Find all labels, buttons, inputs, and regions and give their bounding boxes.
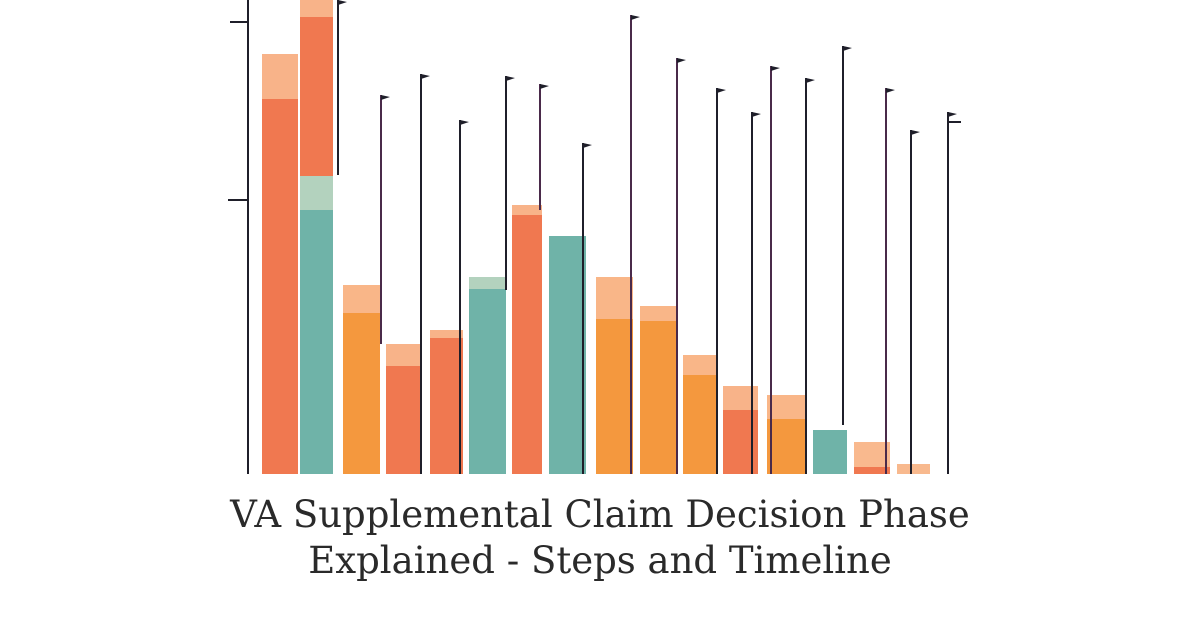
bar — [262, 54, 298, 474]
bar-cap — [300, 0, 333, 17]
bar — [469, 277, 506, 474]
bar-cap — [300, 176, 333, 210]
bar — [300, 176, 333, 474]
stem-flag — [752, 112, 761, 117]
bar — [430, 330, 463, 474]
stem-flag — [460, 120, 469, 125]
bar-cap — [386, 344, 422, 366]
bar — [813, 430, 847, 474]
headline-line-2: Explained - Steps and Timeline — [308, 539, 892, 582]
bar — [512, 205, 542, 474]
stem-flag — [583, 143, 592, 148]
bar-cap — [262, 54, 298, 99]
stem-flag — [381, 95, 390, 100]
bar-cap — [640, 306, 676, 321]
bar-lower — [343, 365, 380, 474]
stem-flag — [911, 130, 920, 135]
stem-flag — [717, 88, 726, 93]
headline-line-1: VA Supplemental Claim Decision Phase — [230, 493, 970, 536]
article-headline: VA Supplemental Claim Decision Phase Exp… — [0, 492, 1200, 584]
bar-cap — [596, 277, 633, 319]
bar-cap — [469, 277, 506, 289]
stem-flag — [843, 46, 852, 51]
stem-flag — [506, 76, 515, 81]
stem-flag — [421, 74, 430, 79]
stem-flag — [631, 15, 640, 20]
bar-cap — [767, 395, 806, 419]
bar — [640, 306, 676, 474]
bar-cap — [343, 285, 380, 313]
bar — [300, 0, 333, 176]
bar-cap — [430, 330, 463, 338]
bar-cap — [854, 442, 890, 468]
stem-flag — [677, 58, 686, 63]
decorative-bar-chart-illustration — [228, 0, 961, 474]
bar — [549, 236, 586, 474]
bar — [897, 464, 930, 474]
stem-flag — [771, 66, 780, 71]
bar-cap — [683, 355, 717, 375]
stem-flag — [948, 112, 957, 117]
stem-flag — [886, 88, 895, 93]
bar-cap — [512, 205, 542, 215]
bar-base-strip — [854, 467, 890, 474]
stem-flag — [540, 84, 549, 89]
stem-flag — [806, 78, 815, 83]
stem-flag — [338, 0, 347, 5]
